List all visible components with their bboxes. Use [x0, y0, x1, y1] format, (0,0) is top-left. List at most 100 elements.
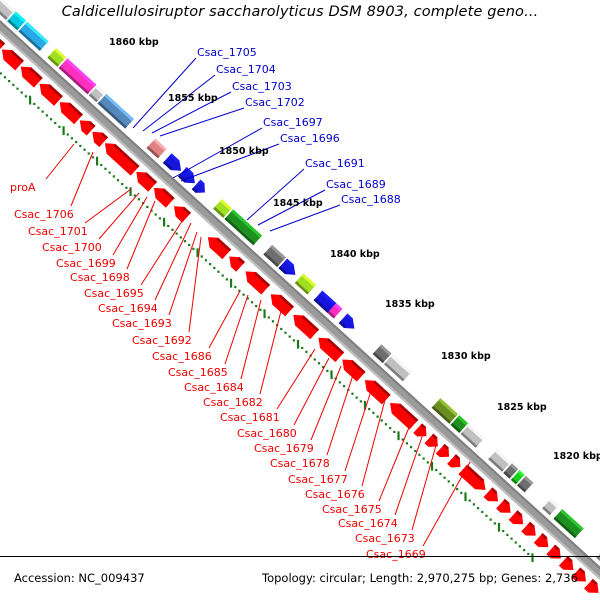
gene-feature[interactable] — [146, 138, 167, 159]
gene-feature[interactable] — [483, 487, 499, 502]
gene-feature[interactable] — [383, 354, 412, 382]
gene-feature[interactable] — [447, 454, 461, 468]
gene-feature[interactable] — [136, 171, 158, 192]
gene-feature[interactable] — [424, 433, 438, 447]
gene-feature[interactable] — [571, 567, 586, 582]
gene-feature[interactable] — [92, 131, 109, 147]
gene-feature[interactable] — [584, 578, 599, 593]
gene-feature[interactable] — [245, 271, 271, 295]
gene-label[interactable]: Csac_1685 — [168, 366, 228, 379]
gene-feature[interactable] — [224, 209, 263, 246]
gene-label[interactable]: Csac_1689 — [326, 178, 386, 191]
gene-label[interactable]: Csac_1701 — [28, 225, 88, 238]
gene-feature[interactable] — [20, 66, 43, 88]
gene-feature[interactable] — [431, 398, 458, 424]
gene-feature[interactable] — [510, 470, 525, 485]
gene-feature[interactable] — [558, 556, 574, 571]
gene-label[interactable]: Csac_1703 — [232, 80, 292, 93]
gene-label[interactable]: Csac_1674 — [338, 517, 398, 530]
gene-label[interactable]: Csac_1691 — [305, 157, 365, 170]
gene-feature[interactable] — [390, 402, 419, 430]
gene-feature[interactable] — [542, 498, 559, 516]
gene-feature[interactable] — [503, 463, 519, 479]
gene-label[interactable]: Csac_1673 — [355, 532, 415, 545]
gene-label[interactable]: Csac_1699 — [56, 257, 116, 270]
gene-feature[interactable] — [496, 498, 511, 513]
gene-label[interactable]: Csac_1677 — [288, 473, 348, 486]
gene-label[interactable]: Csac_1679 — [254, 442, 314, 455]
gene-feature[interactable] — [39, 83, 63, 106]
gene-label[interactable]: Csac_1705 — [197, 46, 257, 59]
gene-feature[interactable] — [435, 443, 450, 458]
gene-feature[interactable] — [270, 294, 294, 317]
gene-label[interactable]: Csac_1702 — [245, 96, 305, 109]
gene-feature[interactable] — [7, 11, 26, 31]
gene-label[interactable]: Csac_1682 — [203, 396, 263, 409]
gene-label[interactable]: Csac_1678 — [270, 457, 330, 470]
leader-line — [45, 143, 75, 180]
gene-feature[interactable] — [153, 187, 175, 208]
gene-label[interactable]: Csac_1688 — [341, 193, 401, 206]
gene-feature[interactable] — [104, 143, 140, 176]
gene-label[interactable]: Csac_1695 — [84, 287, 144, 300]
gene-label[interactable]: Csac_1669 — [366, 548, 426, 561]
gene-label[interactable]: Csac_1706 — [14, 208, 74, 221]
gene-feature[interactable] — [338, 313, 355, 329]
gene-feature[interactable] — [517, 475, 534, 493]
gene-feature[interactable] — [47, 48, 67, 67]
gene-feature[interactable] — [229, 256, 245, 272]
leader-line — [422, 461, 471, 547]
gene-label[interactable]: Csac_1686 — [152, 350, 212, 363]
gene-label[interactable]: Csac_1681 — [220, 411, 280, 424]
gene-feature[interactable] — [59, 102, 83, 125]
gene-feature[interactable] — [263, 244, 286, 268]
gene-feature[interactable] — [1, 49, 24, 71]
gene-feature[interactable] — [58, 58, 97, 95]
gene-feature[interactable] — [177, 167, 195, 184]
gene-label[interactable]: Csac_1693 — [112, 317, 172, 330]
gene-feature[interactable] — [372, 344, 392, 364]
gene-feature[interactable] — [342, 359, 366, 382]
gene-feature[interactable] — [460, 424, 485, 448]
gene-feature[interactable] — [450, 415, 469, 433]
gene-label[interactable]: proA — [10, 181, 36, 194]
gene-feature[interactable] — [79, 120, 96, 136]
gene-label[interactable]: Csac_1675 — [322, 503, 382, 516]
gene-label[interactable]: Csac_1694 — [98, 302, 158, 315]
gene-feature[interactable] — [18, 21, 49, 51]
gene-feature[interactable] — [596, 548, 600, 567]
gene-feature[interactable] — [97, 93, 134, 129]
leader-line — [188, 236, 202, 333]
gene-feature[interactable] — [294, 273, 317, 295]
gene-label[interactable]: Csac_1676 — [305, 488, 365, 501]
gene-feature[interactable] — [162, 153, 182, 171]
gene-feature[interactable] — [293, 314, 320, 340]
gene-feature[interactable] — [0, 32, 6, 53]
gene-label[interactable]: Csac_1698 — [70, 271, 130, 284]
gene-feature[interactable] — [88, 85, 106, 103]
gene-feature[interactable] — [413, 423, 427, 437]
gene-label[interactable]: Csac_1696 — [280, 132, 340, 145]
gene-feature[interactable] — [191, 179, 205, 193]
gene-feature[interactable] — [533, 533, 549, 548]
gene-feature[interactable] — [0, 0, 15, 20]
gene-label[interactable]: Csac_1704 — [216, 63, 276, 76]
gene-track-reverse-strand[interactable] — [0, 0, 600, 577]
gene-feature[interactable] — [488, 449, 511, 472]
gene-feature[interactable] — [207, 237, 232, 260]
gene-feature[interactable] — [553, 509, 584, 539]
gene-label[interactable]: Csac_1684 — [184, 381, 244, 394]
gene-feature[interactable] — [213, 199, 232, 218]
gene-label[interactable]: Csac_1680 — [237, 427, 297, 440]
gene-track-forward-strand[interactable] — [0, 32, 599, 593]
gene-label[interactable]: Csac_1697 — [263, 116, 323, 129]
gene-feature[interactable] — [318, 337, 345, 363]
gene-feature[interactable] — [508, 510, 524, 525]
gene-label[interactable]: Csac_1700 — [42, 241, 102, 254]
gene-feature[interactable] — [278, 258, 296, 275]
gene-label[interactable]: Csac_1692 — [132, 334, 192, 347]
gene-feature[interactable] — [313, 290, 337, 313]
gene-feature[interactable] — [521, 521, 536, 536]
